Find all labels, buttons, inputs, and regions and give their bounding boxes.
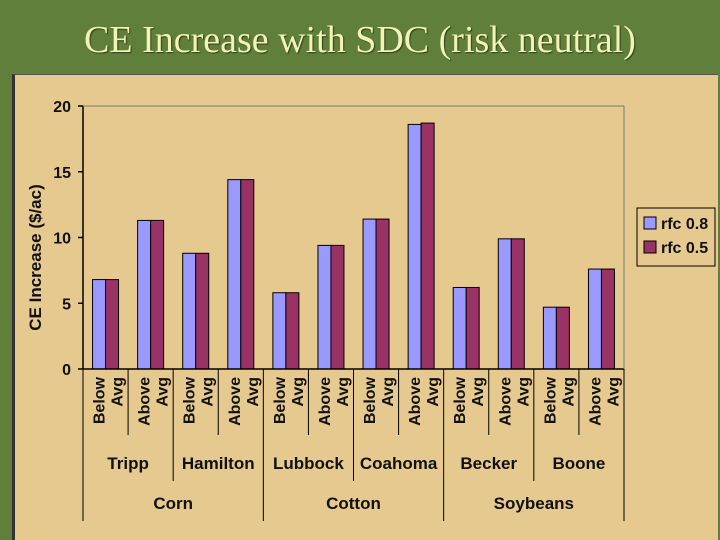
x-level-label: Below [452, 376, 469, 424]
x-crop-label: Cotton [326, 494, 381, 513]
bar-rfc05-10 [555, 306, 570, 370]
x-level-label: Avg [380, 377, 397, 407]
legend: rfc 0.8 rfc 0.5 [636, 207, 716, 267]
bar-rfc08-5 [317, 244, 332, 370]
bar-rfc08-1 [137, 219, 152, 370]
bar-rfc05-5 [330, 244, 345, 370]
x-level-label: Avg [560, 377, 577, 407]
x-level-label: Above [587, 377, 604, 426]
y-tick-label: 15 [53, 165, 71, 182]
x-level-label: Avg [425, 377, 442, 407]
x-level-label: Above [317, 377, 334, 426]
bar-rfc08-6 [362, 218, 377, 370]
x-level-label: Avg [515, 377, 532, 407]
x-site-label: Lubbock [273, 454, 344, 473]
bar-rfc08-2 [182, 252, 197, 370]
legend-entry: rfc 0.8 [661, 216, 708, 233]
x-site-label: Tripp [107, 454, 149, 473]
x-level-label: Avg [155, 377, 172, 407]
x-level-label: Above [497, 377, 514, 426]
x-site-label: Coahoma [360, 454, 438, 473]
bar-rfc08-3 [227, 179, 242, 370]
x-level-label: Avg [200, 377, 217, 407]
x-level-label: Avg [110, 377, 127, 407]
y-tick-label: 0 [62, 362, 71, 379]
x-level-label: Above [137, 377, 154, 426]
x-crop-label: Corn [153, 494, 193, 513]
x-crop-label: Soybeans [494, 494, 574, 513]
y-tick-label: 5 [62, 296, 71, 313]
y-tick-label: 20 [53, 99, 71, 116]
x-level-label: Below [92, 376, 109, 424]
bar-rfc08-0 [92, 279, 107, 370]
x-level-label: Above [407, 377, 424, 426]
x-level-label: Avg [605, 377, 622, 407]
x-level-label: Avg [470, 377, 487, 407]
bar-rfc05-9 [510, 238, 525, 370]
bars-layer [92, 122, 615, 370]
bar-rfc05-3 [240, 179, 255, 370]
bar-rfc08-9 [497, 238, 512, 370]
y-axis-label: CE Increase ($/ac) [26, 184, 45, 330]
bar-rfc05-1 [150, 219, 165, 370]
bar-rfc05-11 [600, 268, 615, 370]
x-level-label: Below [182, 376, 199, 424]
slide-title: CE Increase with SDC (risk neutral) [84, 19, 636, 61]
x-site-label: Becker [460, 454, 517, 473]
y-tick-label: 10 [53, 231, 71, 248]
x-level-label: Below [542, 376, 559, 424]
x-level-label: Above [227, 377, 244, 426]
x-level-label: Below [362, 376, 379, 424]
bar-rfc08-8 [452, 286, 467, 370]
bar-rfc05-2 [195, 252, 210, 370]
x-level-label: Below [272, 376, 289, 424]
x-site-label: Boone [552, 454, 605, 473]
bar-rfc05-0 [105, 279, 120, 370]
bar-rfc08-7 [407, 123, 422, 370]
legend-swatch [643, 216, 657, 230]
x-site-label: Hamilton [182, 454, 255, 473]
bar-rfc08-4 [272, 292, 287, 370]
legend-entry: rfc 0.5 [661, 240, 708, 257]
bar-rfc05-6 [375, 218, 390, 370]
bar-rfc05-4 [285, 292, 300, 370]
bar-rfc05-7 [420, 122, 435, 370]
axes-layer [78, 105, 625, 521]
chart-frame: 0 5 10 15 20 CE Increase ($/ac) Below Avg Above A… [12, 74, 718, 540]
bar-rfc05-8 [465, 286, 480, 370]
x-level-label: Avg [290, 377, 307, 407]
x-level-label: Avg [245, 377, 262, 407]
bar-rfc08-10 [542, 306, 557, 370]
x-level-label: Avg [335, 377, 352, 407]
bar-rfc08-11 [587, 268, 602, 370]
legend-swatch [643, 240, 657, 254]
